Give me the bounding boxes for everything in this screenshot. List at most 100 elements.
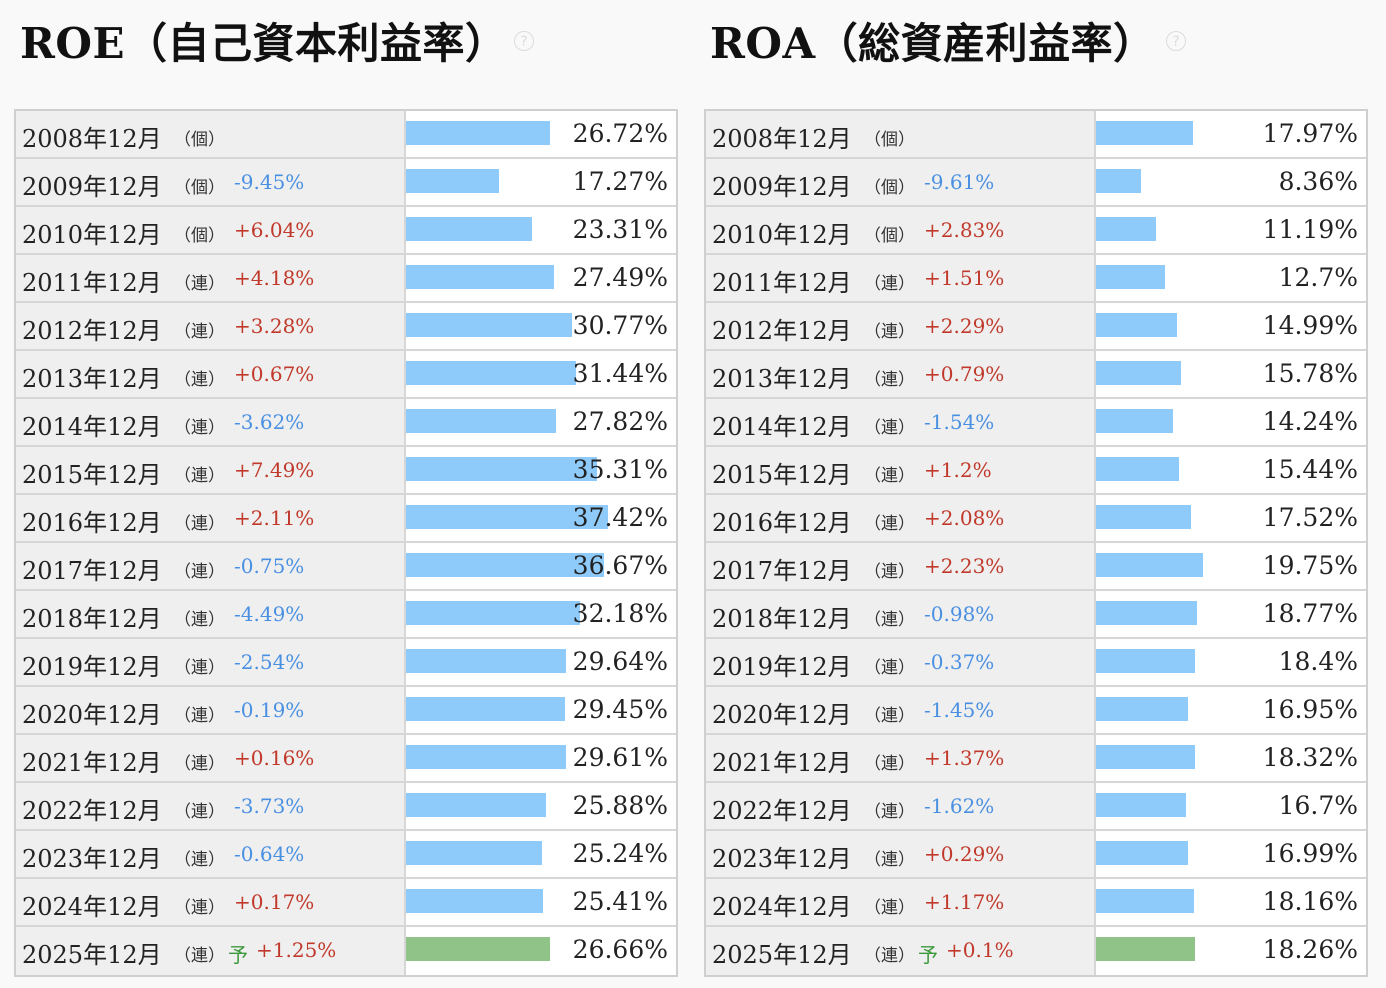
change-value: +2.08%	[924, 506, 1005, 530]
change-value: +0.67%	[234, 362, 315, 386]
value-label: 18.77%	[1262, 599, 1358, 628]
question-circle-icon[interactable]: ?	[514, 31, 534, 51]
value-label: 29.61%	[572, 743, 668, 772]
row-label-cell: 2018年12月 （連） -4.49%	[16, 591, 406, 637]
period-label: 2011年12月	[22, 269, 162, 297]
row-label-cell: 2025年12月 （連）予 +0.1%	[706, 927, 1096, 975]
change-value: +3.28%	[234, 314, 315, 338]
table-row: 2018年12月 （連） -4.49% 32.18%	[16, 591, 676, 639]
table-row: 2013年12月 （連） +0.79% 15.78%	[706, 351, 1366, 399]
change-value: +7.49%	[234, 458, 315, 482]
period-label: 2016年12月	[22, 509, 162, 537]
change-value: -3.62%	[234, 410, 305, 434]
row-label-cell: 2008年12月 （個）	[706, 111, 1096, 157]
consolidation-type: （連）	[174, 466, 225, 486]
value-label: 29.64%	[572, 647, 668, 676]
row-label-cell: 2010年12月 （個） +2.83%	[706, 207, 1096, 253]
value-label: 18.4%	[1278, 647, 1358, 676]
row-label-cell: 2019年12月 （連） -2.54%	[16, 639, 406, 685]
change-value: +1.51%	[924, 266, 1005, 290]
change-value: -1.45%	[924, 698, 995, 722]
change-value: +1.17%	[924, 890, 1005, 914]
table-row: 2021年12月 （連） +1.37% 18.32%	[706, 735, 1366, 783]
ratio-table: 2008年12月 （個） 26.72% 2009年12月 （個） -9.45% 17.27%…	[14, 109, 678, 977]
value-label: 32.18%	[572, 599, 668, 628]
table-row: 2022年12月 （連） -3.73% 25.88%	[16, 783, 676, 831]
period-label: 2025年12月	[22, 941, 162, 969]
period-label: 2009年12月	[712, 173, 852, 201]
consolidation-type: （連）	[864, 658, 915, 678]
value-label: 14.99%	[1262, 311, 1358, 340]
table-row: 2017年12月 （連） +2.23% 19.75%	[706, 543, 1366, 591]
question-circle-icon[interactable]: ?	[1166, 31, 1186, 51]
table-row: 2009年12月 （個） -9.45% 17.27%	[16, 159, 676, 207]
table-row: 2020年12月 （連） -0.19% 29.45%	[16, 687, 676, 735]
value-label: 25.88%	[572, 791, 668, 820]
value-bar	[406, 457, 597, 481]
period-label: 2018年12月	[712, 605, 852, 633]
period-label: 2012年12月	[712, 317, 852, 345]
period-label: 2020年12月	[712, 701, 852, 729]
change-value: -4.49%	[234, 602, 305, 626]
value-label: 8.36%	[1278, 167, 1358, 196]
table-row: 2010年12月 （個） +2.83% 11.19%	[706, 207, 1366, 255]
consolidation-type: （連）	[864, 322, 915, 342]
change-value: +4.18%	[234, 266, 315, 290]
consolidation-type: （個）	[864, 130, 915, 150]
value-bar	[406, 217, 532, 241]
period-label: 2015年12月	[712, 461, 852, 489]
row-label-cell: 2014年12月 （連） -3.62%	[16, 399, 406, 445]
period-label: 2017年12月	[22, 557, 162, 585]
change-value: +2.29%	[924, 314, 1005, 338]
consolidation-type: （連）	[864, 754, 915, 774]
table-row: 2021年12月 （連） +0.16% 29.61%	[16, 735, 676, 783]
change-value: +1.2%	[924, 458, 992, 482]
value-bar	[406, 889, 544, 913]
row-label-cell: 2022年12月 （連） -3.73%	[16, 783, 406, 829]
consolidation-type: （連）	[864, 466, 915, 486]
row-label-cell: 2015年12月 （連） +1.2%	[706, 447, 1096, 493]
period-label: 2013年12月	[712, 365, 852, 393]
value-label: 36.67%	[572, 551, 668, 580]
consolidation-type: （連）	[174, 706, 225, 726]
value-bar	[406, 265, 555, 289]
value-label: 14.24%	[1262, 407, 1358, 436]
change-value: +2.23%	[924, 554, 1005, 578]
change-value: +0.29%	[924, 842, 1005, 866]
value-bar	[406, 313, 573, 337]
period-label: 2020年12月	[22, 701, 162, 729]
consolidation-type: （連）	[174, 418, 225, 438]
period-label: 2019年12月	[712, 653, 852, 681]
consolidation-type: （連）	[174, 898, 225, 918]
value-label: 25.41%	[572, 887, 668, 916]
table-row: 2016年12月 （連） +2.11% 37.42%	[16, 495, 676, 543]
value-label: 18.32%	[1262, 743, 1358, 772]
row-label-cell: 2012年12月 （連） +2.29%	[706, 303, 1096, 349]
consolidation-type: （連）	[864, 610, 915, 630]
table-row: 2015年12月 （連） +1.2% 15.44%	[706, 447, 1366, 495]
value-label: 17.97%	[1262, 119, 1358, 148]
value-bar	[1096, 169, 1142, 193]
value-bar	[406, 553, 604, 577]
period-label: 2011年12月	[712, 269, 852, 297]
period-label: 2022年12月	[22, 797, 162, 825]
consolidation-type: （連）	[864, 898, 915, 918]
table-row: 2016年12月 （連） +2.08% 17.52%	[706, 495, 1366, 543]
row-label-cell: 2012年12月 （連） +3.28%	[16, 303, 406, 349]
table-row: 2014年12月 （連） -3.62% 27.82%	[16, 399, 676, 447]
value-label: 17.52%	[1262, 503, 1358, 532]
value-label: 23.31%	[572, 215, 668, 244]
value-bar	[406, 601, 580, 625]
consolidation-type: （連）	[174, 658, 225, 678]
table-row: 2008年12月 （個） 26.72%	[16, 111, 676, 159]
value-bar	[406, 409, 557, 433]
consolidation-type: （連）	[174, 322, 225, 342]
value-bar	[1096, 361, 1182, 385]
consolidation-type: （個）	[174, 226, 225, 246]
panel-0: ROE（自己資本利益率）? 2008年12月 （個） 26.72% 2009年12月 （個…	[0, 0, 690, 988]
consolidation-type: （個）	[174, 178, 225, 198]
consolidation-type: （連）	[864, 946, 915, 966]
row-label-cell: 2019年12月 （連） -0.37%	[706, 639, 1096, 685]
value-label: 16.7%	[1278, 791, 1358, 820]
table-row: 2011年12月 （連） +1.51% 12.7%	[706, 255, 1366, 303]
